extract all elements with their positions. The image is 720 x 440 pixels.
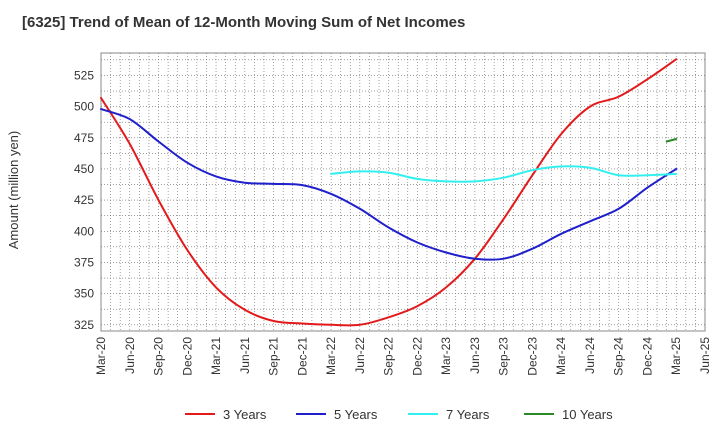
x-tick-label: Sep-21 xyxy=(267,337,281,376)
legend: 3 Years 5 Years 7 Years 10 Years xyxy=(185,407,613,422)
x-tick-label: Mar-25 xyxy=(669,337,683,375)
x-tick-label: Sep-22 xyxy=(382,337,396,376)
legend-label-5-years: 5 Years xyxy=(334,407,378,422)
plot-frame xyxy=(100,52,706,332)
series-line-10-years xyxy=(665,138,678,143)
y-tick-label: 375 xyxy=(74,255,94,269)
y-tick-label: 500 xyxy=(74,100,94,114)
x-tick-label: Mar-22 xyxy=(324,337,338,375)
series-line-3-years xyxy=(100,58,678,327)
x-tick-label: Sep-23 xyxy=(497,337,511,376)
y-tick-label: 475 xyxy=(74,131,94,145)
x-tick-label: Mar-24 xyxy=(554,337,568,375)
series-line-5-years xyxy=(100,108,678,261)
x-tick-label: Sep-20 xyxy=(152,337,166,376)
x-tick-label: Mar-21 xyxy=(209,337,223,375)
x-tick-label: Dec-21 xyxy=(295,337,309,376)
x-tick-label: Sep-24 xyxy=(612,337,626,376)
y-tick-label: 400 xyxy=(74,224,94,238)
x-tick-label: Dec-22 xyxy=(410,337,424,376)
legend-label-3-years: 3 Years xyxy=(223,407,267,422)
x-tick-label: Jun-21 xyxy=(238,337,252,374)
series-line-7-years xyxy=(330,165,678,183)
x-tick-label: Mar-23 xyxy=(439,337,453,375)
y-tick-label: 325 xyxy=(74,318,94,332)
y-tick-label: 525 xyxy=(74,68,94,82)
y-axis-label: Amount (million yen) xyxy=(6,131,21,250)
x-tick-label: Dec-24 xyxy=(640,337,654,376)
y-tick-label: 350 xyxy=(74,287,94,301)
x-tick-label: Jun-23 xyxy=(468,337,482,374)
x-tick-label: Dec-20 xyxy=(180,337,194,376)
legend-label-10-years: 10 Years xyxy=(562,407,613,422)
x-tick-label: Jun-24 xyxy=(583,337,597,374)
chart-title: [6325] Trend of Mean of 12-Month Moving … xyxy=(22,14,466,31)
x-tick-label: Jun-25 xyxy=(698,337,712,374)
x-tick-label: Jun-22 xyxy=(353,337,367,374)
x-tick-label: Mar-20 xyxy=(94,337,108,375)
legend-label-7-years: 7 Years xyxy=(446,407,490,422)
x-tick-label: Dec-23 xyxy=(525,337,539,376)
y-tick-label: 450 xyxy=(74,162,94,176)
x-tick-label: Jun-20 xyxy=(123,337,137,374)
y-tick-label: 425 xyxy=(74,193,94,207)
